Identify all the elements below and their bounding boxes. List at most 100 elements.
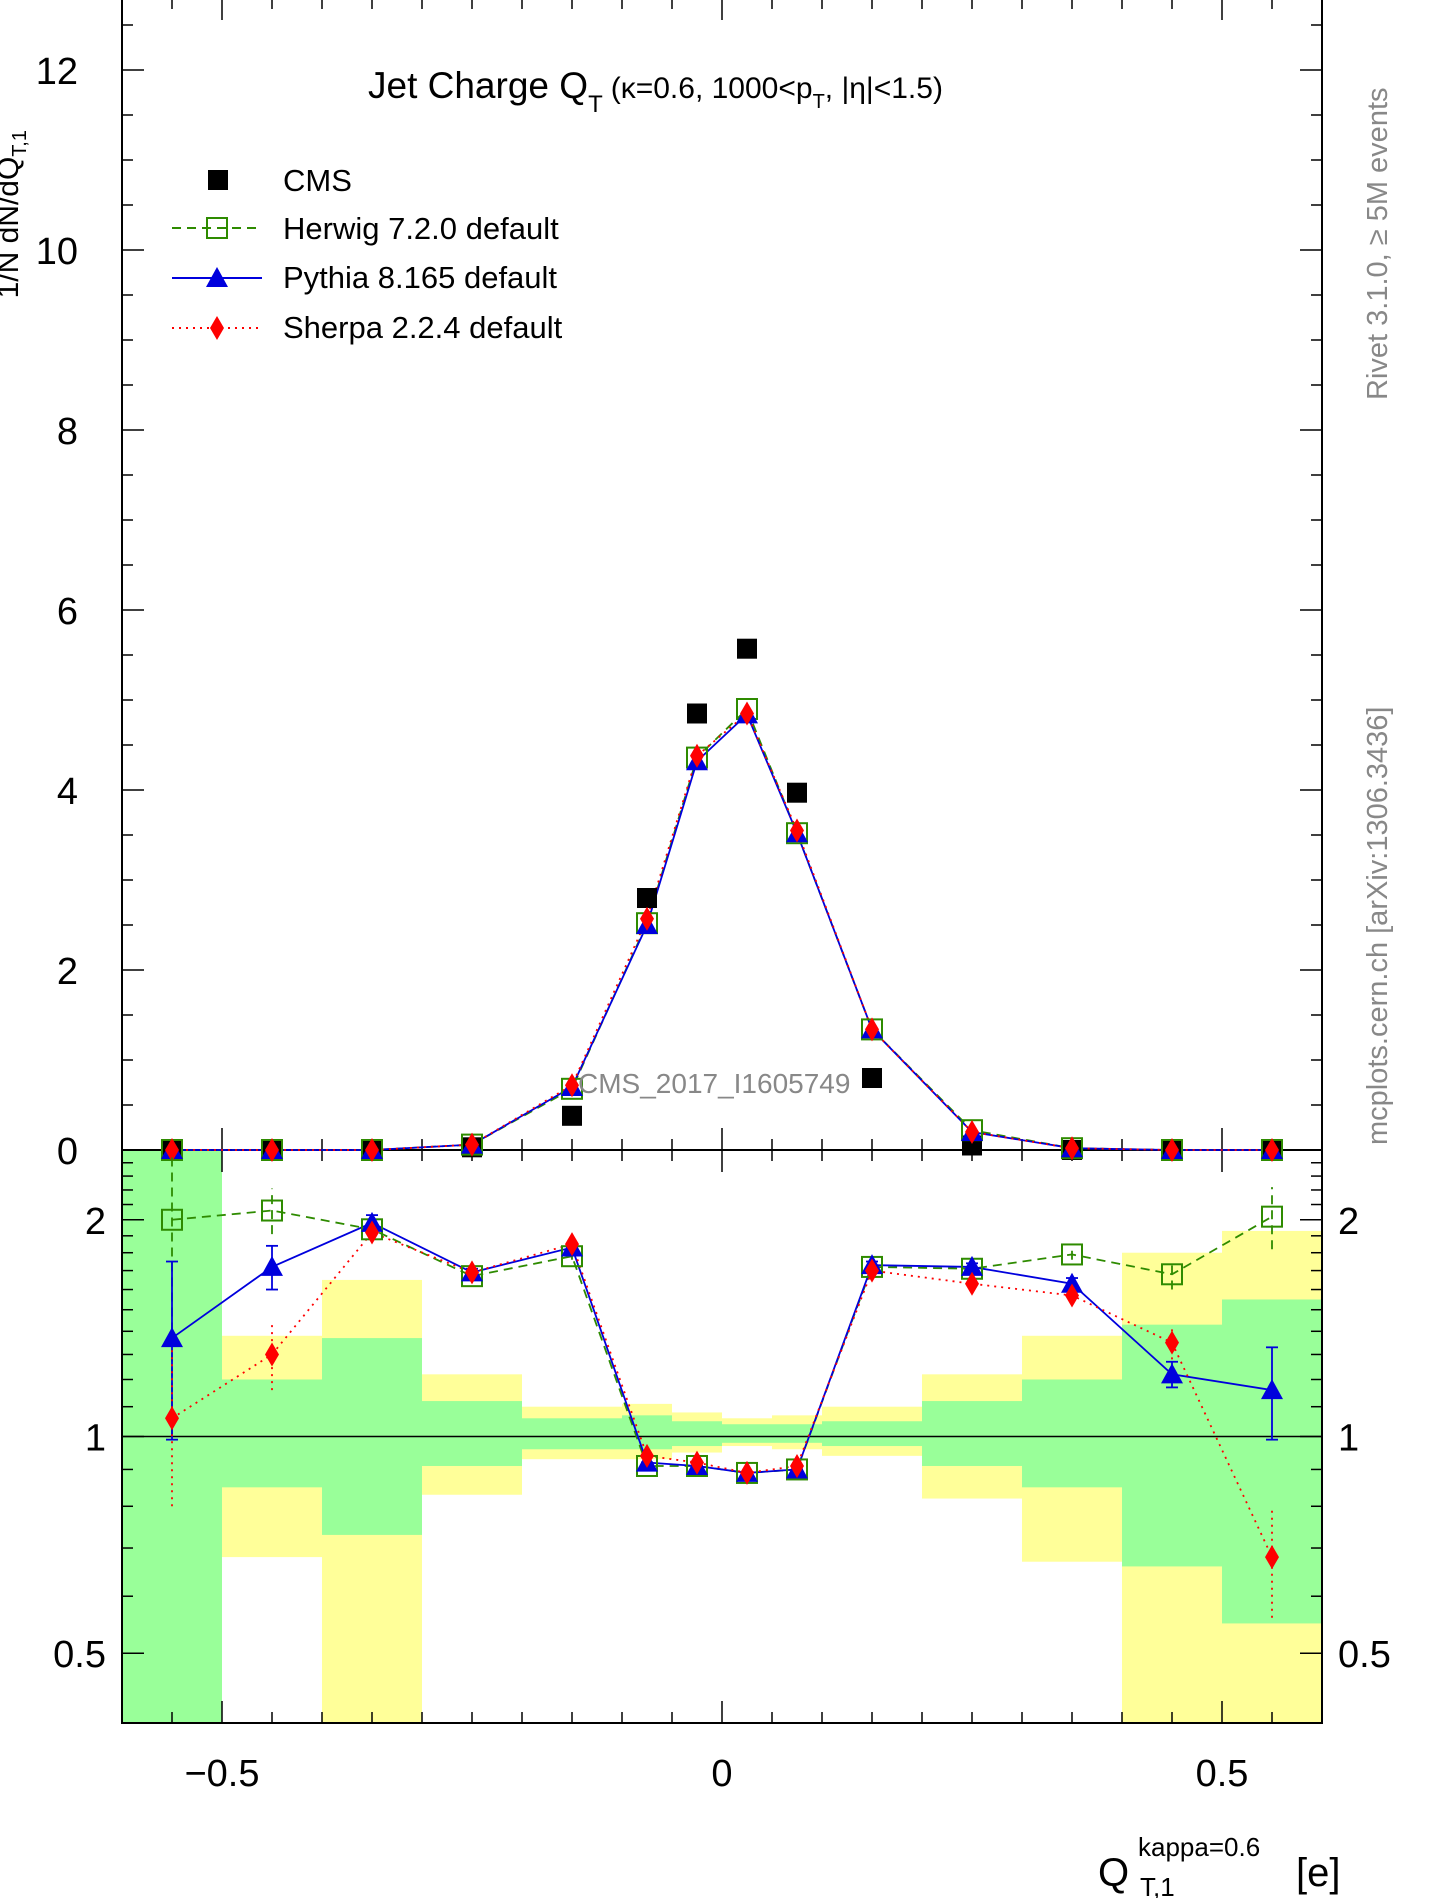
chart-title-params-end: , |η|<1.5): [825, 72, 943, 105]
main-y-tick-label: 4: [57, 771, 78, 813]
ratio-panel-series: [161, 1156, 1283, 1618]
band-green-bin-4: [522, 1418, 622, 1450]
ratio-point-series-2: [740, 1460, 754, 1485]
x-axis-label-main: Q: [1098, 1851, 1129, 1895]
legend-marker-cms: [208, 170, 228, 190]
main-point-series-3: [1265, 1138, 1279, 1162]
ratio-y-tick-label-left: 1: [85, 1418, 106, 1460]
ratio-point-series-2: [640, 1443, 654, 1468]
ratio-point-series-2: [790, 1453, 804, 1478]
ratio-line-series-1: [171, 1221, 1273, 1474]
band-green-bin-11: [1022, 1379, 1122, 1488]
legend-marker-sherpa: [210, 316, 224, 340]
legend-marker-herwig: [206, 217, 228, 239]
chart-title-main: Jet Charge Q: [368, 65, 588, 106]
x-axis-label-subscript: T,1: [1140, 1872, 1175, 1898]
legend-label-sherpa: Sherpa 2.2.4 default: [283, 310, 563, 345]
band-green-bin-9: [822, 1421, 922, 1447]
ratio-y-tick-label-right: 0.5: [1338, 1634, 1391, 1676]
main-point-series-3: [790, 818, 804, 843]
ratio-point-series-0: [1061, 1243, 1083, 1266]
band-green-bin-8: [772, 1424, 822, 1443]
ratio-point-series-2: [690, 1450, 704, 1475]
main-point-series-3: [565, 1073, 579, 1098]
legend-label-cms: CMS: [283, 163, 352, 198]
ratio-point-series-1: [1261, 1379, 1283, 1400]
main-y-tick-label: 0: [57, 1131, 78, 1173]
main-point-series-3: [865, 1017, 879, 1042]
ratio-point-series-0: [1161, 1263, 1183, 1286]
main-y-tick-label: 2: [57, 951, 78, 993]
ratio-y-tick-label-right: 2: [1338, 1201, 1359, 1243]
main-point-series-0: [787, 782, 807, 803]
ratio-point-series-2: [1165, 1330, 1179, 1355]
main-y-tick-label: 6: [57, 591, 78, 633]
ratio-uncertainty-bands: [122, 1150, 1322, 1723]
main-line-series-2: [172, 712, 1272, 1151]
main-point-series-3: [265, 1138, 279, 1162]
main-point-series-3: [365, 1138, 379, 1162]
legend-label-herwig: Herwig 7.2.0 default: [283, 211, 559, 246]
main-point-series-3: [965, 1120, 979, 1144]
ratio-point-series-2: [865, 1258, 879, 1283]
y-axis-label-main: 1/N dN/dQ: [0, 157, 25, 299]
band-green-bin-1: [222, 1379, 322, 1488]
band-green-bin-10: [922, 1401, 1022, 1466]
ratio-point-series-1: [961, 1255, 983, 1276]
y-axis-label: 1/N dN/dQT,1: [0, 130, 31, 298]
main-y-tick-label: 8: [57, 411, 78, 453]
ratio-point-series-1: [161, 1327, 183, 1348]
band-green-bin-6: [672, 1421, 722, 1447]
ratio-point-series-2: [165, 1406, 179, 1431]
ratio-y-tick-label-left: 2: [85, 1201, 106, 1243]
ratio-point-series-1: [1061, 1272, 1083, 1293]
ratio-point-series-2: [1065, 1283, 1079, 1308]
x-axis-label-unit: [e]: [1296, 1851, 1340, 1895]
legend-label-pythia: Pythia 8.165 default: [283, 260, 557, 295]
main-point-series-3: [740, 701, 754, 726]
main-point-series-3: [465, 1132, 479, 1157]
ratio-point-series-2: [965, 1271, 979, 1296]
main-point-series-0: [687, 703, 707, 724]
ratio-point-series-0: [261, 1199, 283, 1222]
rivet-version-label: Rivet 3.1.0, ≥ 5M events: [1362, 87, 1394, 400]
main-point-series-3: [640, 906, 654, 931]
main-point-series-0: [637, 888, 657, 908]
main-y-tick-label: 10: [36, 231, 78, 273]
x-tick-label: 0: [711, 1753, 732, 1795]
legend-marker-pythia: [206, 267, 228, 287]
main-point-series-3: [1165, 1138, 1179, 1162]
main-point-series-3: [1065, 1136, 1079, 1161]
x-tick-label: −0.5: [184, 1753, 259, 1795]
chart-title: Jet Charge QT (κ=0.6, 1000<pT, |η|<1.5): [368, 65, 943, 118]
main-point-series-0: [737, 638, 757, 659]
main-point-series-0: [862, 1068, 882, 1088]
chart-title-sub: T: [588, 91, 603, 118]
mcplots-reference-label: mcplots.cern.ch [arXiv:1306.3436]: [1362, 707, 1394, 1145]
ratio-point-series-1: [1161, 1363, 1183, 1384]
ratio-y-tick-label-left: 0.5: [53, 1634, 106, 1676]
x-tick-label: 0.5: [1196, 1753, 1249, 1795]
main-panel-series: [161, 638, 1283, 1162]
main-point-series-3: [690, 743, 704, 768]
ratio-point-series-2: [565, 1232, 579, 1257]
main-y-tick-label: 12: [36, 51, 78, 93]
ratio-point-series-2: [465, 1260, 479, 1285]
chart-title-params: (κ=0.6, 1000<p: [611, 72, 813, 105]
ratio-point-series-2: [1265, 1545, 1279, 1570]
x-axis-label-superscript: kappa=0.6: [1138, 1832, 1260, 1862]
ratio-point-series-0: [161, 1208, 183, 1231]
ratio-y-tick-label-right: 1: [1338, 1418, 1359, 1460]
ratio-point-series-0: [1261, 1205, 1283, 1228]
band-green-bin-3: [422, 1401, 522, 1466]
analysis-label: CMS_2017_I1605749: [578, 1068, 850, 1099]
ratio-line-series-2: [171, 1231, 1273, 1558]
main-point-series-0: [562, 1105, 582, 1126]
main-point-series-3: [165, 1138, 179, 1162]
y-axis-label-sub: T,1: [9, 130, 31, 157]
ratio-point-series-2: [265, 1342, 279, 1367]
band-green-bin-7: [722, 1424, 772, 1443]
ratio-point-series-2: [365, 1220, 379, 1245]
legend: CMS Herwig 7.2.0 default Pythia 8.165 de…: [172, 163, 563, 345]
